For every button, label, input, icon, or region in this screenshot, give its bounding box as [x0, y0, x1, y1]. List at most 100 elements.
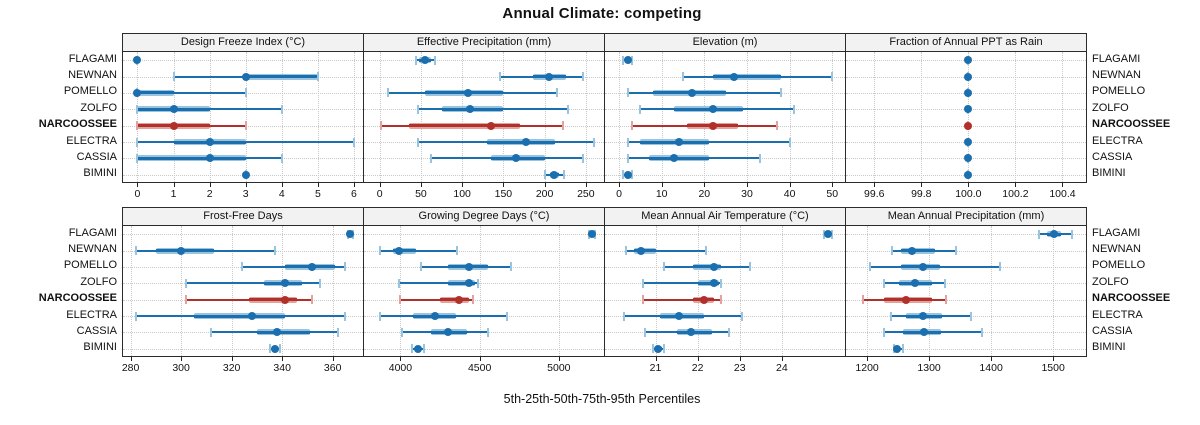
- vertical-gridline: [332, 226, 334, 356]
- interquartile-core-line: [137, 91, 174, 95]
- interquartile-core-line: [648, 156, 709, 160]
- horizontal-gridline: [846, 250, 1086, 252]
- percentile-95-cap: [280, 153, 283, 163]
- axis-tick-label: 100.2: [1002, 188, 1029, 200]
- panel-header: Elevation (m): [605, 34, 845, 52]
- percentile-95-cap: [630, 55, 633, 65]
- median-dot: [710, 262, 719, 271]
- vertical-gridline: [789, 52, 791, 182]
- percentile-5-95-line: [137, 141, 354, 144]
- vertical-gridline: [1053, 226, 1055, 356]
- horizontal-gridline: [605, 234, 845, 236]
- percentile-5-cap: [429, 153, 432, 163]
- percentile-5-cap: [414, 55, 417, 65]
- percentile-95-cap: [316, 72, 319, 82]
- median-dot: [133, 88, 142, 97]
- percentile-95-cap: [970, 311, 973, 321]
- axis-tick: [420, 183, 422, 187]
- median-dot: [443, 328, 452, 337]
- category-label-left: BIMINI: [83, 341, 117, 354]
- axis-tick-label: 6: [351, 188, 357, 200]
- axis-tick-label: 10: [655, 188, 668, 200]
- axis-tick-label: 100.0: [955, 188, 982, 200]
- axis-tick: [173, 183, 175, 187]
- percentile-5-cap: [136, 137, 139, 147]
- category-label-right: BIMINI: [1092, 341, 1126, 354]
- axis-tick-label: 50: [415, 188, 427, 200]
- percentile-95-cap: [954, 246, 957, 256]
- category-label-right: ELECTRA: [1092, 134, 1143, 147]
- axis-tick-label: 99.6: [864, 188, 885, 200]
- median-dot: [901, 295, 910, 304]
- category-label-right: NARCOOSSEE: [1092, 292, 1171, 305]
- vertical-gridline: [781, 226, 783, 356]
- axis-tick: [968, 183, 970, 187]
- median-dot: [708, 121, 717, 130]
- percentile-5-cap: [626, 137, 629, 147]
- percentile-95-cap: [244, 121, 247, 131]
- median-dot: [964, 138, 973, 147]
- vertical-gridline: [503, 52, 505, 182]
- percentile-5-cap: [134, 311, 137, 321]
- percentile-95-cap: [510, 262, 513, 272]
- percentile-5-cap: [626, 153, 629, 163]
- axis-tick-label: 280: [121, 362, 140, 374]
- panel-plot-area: [123, 52, 363, 182]
- percentile-95-cap: [630, 170, 633, 180]
- category-label-right: ELECTRA: [1092, 308, 1143, 321]
- percentile-5-cap: [622, 311, 625, 321]
- vertical-gridline: [544, 52, 546, 182]
- percentile-95-cap: [344, 311, 347, 321]
- category-label-right: NEWNAN: [1092, 243, 1141, 256]
- horizontal-gridline: [605, 174, 845, 176]
- median-dot: [964, 154, 973, 163]
- vertical-gridline: [462, 52, 464, 182]
- vertical-gridline: [353, 52, 355, 182]
- axis-tick-label: 50: [826, 188, 839, 200]
- percentile-95-cap: [344, 262, 347, 272]
- category-label-right: FLAGAMI: [1092, 226, 1141, 239]
- percentile-5-95-line: [398, 282, 479, 285]
- panel-mean-annual-precipitation-mm: Mean Annual Precipitation (mm) 1200 1300 14…: [845, 207, 1087, 374]
- percentile-5-cap: [622, 170, 625, 180]
- percentile-5-cap: [625, 246, 628, 256]
- panel-plot-area: [846, 52, 1086, 182]
- vertical-gridline: [739, 226, 741, 356]
- axis-tick-label: 4500: [467, 362, 492, 374]
- median-dot: [964, 88, 973, 97]
- axis-tick-label: 23: [733, 362, 746, 374]
- interquartile-core-line: [697, 281, 719, 285]
- percentile-5-cap: [639, 104, 642, 114]
- vertical-gridline: [655, 226, 657, 356]
- median-dot: [964, 72, 973, 81]
- vertical-gridline: [968, 52, 970, 182]
- median-dot: [273, 328, 282, 337]
- median-dot: [270, 344, 279, 353]
- median-dot: [623, 56, 632, 65]
- horizontal-gridline: [123, 60, 363, 62]
- median-dot: [521, 138, 530, 147]
- median-dot: [544, 72, 553, 81]
- vertical-gridline: [209, 52, 211, 182]
- panel-plot-area: [605, 52, 845, 182]
- percentile-5-cap: [378, 246, 381, 256]
- median-dot: [710, 279, 719, 288]
- axis-tick-label: 22: [691, 362, 704, 374]
- horizontal-gridline: [123, 234, 363, 236]
- vertical-gridline: [282, 226, 284, 356]
- category-label-right: BIMINI: [1092, 167, 1126, 180]
- horizontal-gridline: [605, 250, 845, 252]
- axis-tick: [704, 183, 706, 187]
- percentile-5-cap: [499, 72, 502, 82]
- axis-tick: [697, 357, 699, 361]
- panel-header: Mean Annual Air Temperature (°C): [605, 208, 845, 226]
- axis-tick-label: 5000: [547, 362, 571, 374]
- percentile-5-95-line: [137, 108, 282, 111]
- median-dot: [241, 72, 250, 81]
- panel-plot-area: [605, 226, 845, 356]
- axis-tick: [781, 357, 783, 361]
- median-dot: [177, 246, 186, 255]
- axis-tick: [874, 183, 876, 187]
- median-dot: [674, 138, 683, 147]
